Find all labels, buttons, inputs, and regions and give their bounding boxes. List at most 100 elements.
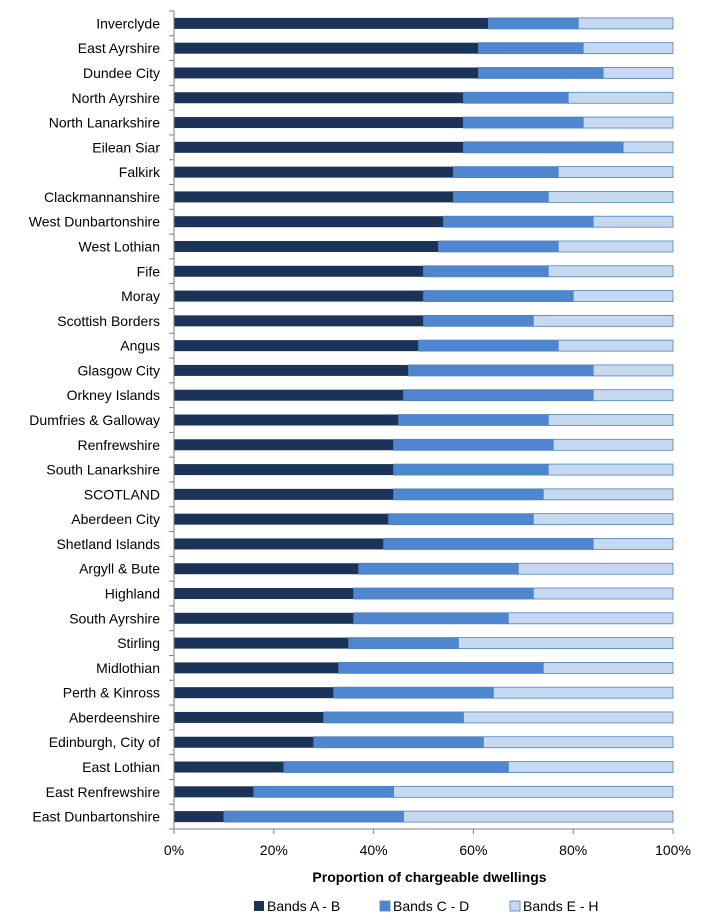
bar-segment [567,91,674,104]
bar-segment [348,637,459,649]
category-label: Highland [105,586,160,602]
bar-segment [532,314,674,327]
bar-segment [174,117,464,129]
category-label: Glasgow City [78,362,160,378]
bar-segment [174,538,384,550]
x-tick-label: 100% [655,842,691,858]
category-label: West Dunbartonshire [29,214,160,230]
category-label: Edinburgh, City of [49,734,160,750]
bar-segment [174,563,359,575]
category-label: Angus [120,338,160,354]
bar-segment [592,215,674,228]
bar-segment [174,687,334,699]
bar-segment [174,711,324,723]
bar-segment [403,810,674,823]
bar-segment [592,538,674,550]
bar-segment [547,265,674,278]
category-label: Dumfries & Galloway [29,412,160,428]
bar-segment [174,811,224,823]
bar-segment [174,736,314,748]
category-label: Stirling [117,635,160,651]
bar-segment [453,166,559,179]
bar-segment [547,414,674,426]
bar-segment [438,240,559,253]
bar-segment [174,340,419,352]
bar-segment [507,761,674,773]
category-label: South Ayrshire [69,610,160,626]
legend-label: Bands E - H [523,898,598,914]
bar-segment [443,215,594,228]
x-tick-label: 60% [459,842,487,858]
category-label: East Renfrewshire [46,784,161,800]
bar-segment [492,686,674,699]
bar-segment [353,587,534,600]
category-label: Falkirk [119,164,161,180]
bar-segment [423,265,549,278]
bar-segment [174,662,339,674]
x-tick-label: 80% [559,842,587,858]
bar-segment [174,786,254,798]
bar-segment [358,562,519,575]
category-label: Scottish Borders [57,313,160,329]
legend-swatch [509,900,521,912]
bar-segment [463,116,584,129]
bar-segment [463,711,674,724]
bar-segment [283,761,509,773]
x-tick-label: 0% [164,842,184,858]
bar-segment [622,141,674,154]
bar-segment [393,785,674,798]
bar-segment [174,612,354,624]
bar-segment [174,315,424,327]
bar-segment [174,364,409,376]
bar-segment [572,290,674,302]
category-label: Orkney Islands [67,387,160,403]
category-label: Clackmannanshire [44,189,160,205]
bar-segment [592,364,674,377]
bar-segment [393,488,544,501]
category-label: East Dunbartonshire [32,809,160,825]
bar-segment [174,166,454,178]
bar-segment [174,637,349,649]
x-tick-label: 40% [360,842,388,858]
bar-segment [174,240,439,252]
bar-segment [577,17,674,30]
bar-segment [174,42,479,54]
bar-segment [174,191,454,203]
category-label: Midlothian [96,660,160,676]
bar-segment [223,810,404,823]
bar-segment [542,661,674,674]
bar-segment [174,513,389,525]
bar-segment [477,42,584,55]
bar-segment [532,513,674,526]
bar-segment [463,91,569,104]
bar-segment [418,339,559,352]
bar-segment [313,736,484,749]
category-label: North Ayrshire [72,90,161,106]
bar-segment [174,464,394,476]
bar-segment [174,488,394,500]
bar-segment [547,463,674,476]
bar-segment [174,761,284,773]
bar-segment [582,116,674,129]
category-label: Perth & Kinross [63,685,160,701]
bar-segment [482,736,674,749]
bar-segment [174,216,444,228]
bar-segment [423,290,574,302]
bar-segment [174,92,464,104]
bar-segment [174,439,394,451]
bar-segment [547,191,674,203]
category-label: Aberdeen City [71,511,160,527]
bar-segment [582,42,674,55]
bar-segment [453,191,549,203]
bar-segment [458,637,674,649]
bar-segment [557,339,674,352]
category-label: South Lanarkshire [46,462,160,478]
bar-segment [174,588,354,600]
bar-segment [557,240,674,253]
bar-segment [383,538,594,550]
bar-segment [174,67,479,79]
bar-segment [398,414,549,426]
category-label: Aberdeenshire [69,709,160,725]
category-label: Shetland Islands [56,536,160,552]
category-label: Inverclyde [96,15,160,31]
